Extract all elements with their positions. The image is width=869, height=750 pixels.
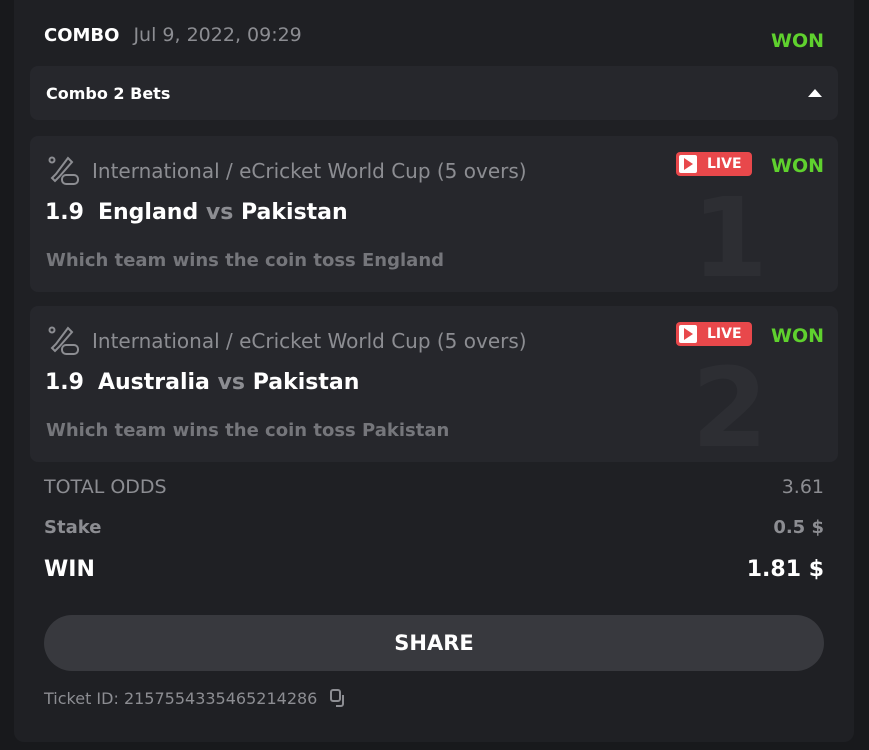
away-team: Pakistan bbox=[252, 370, 360, 395]
play-icon bbox=[679, 155, 697, 173]
match: 1.9 Australia vs Pakistan bbox=[45, 370, 359, 395]
bet-ticket-card: COMBO Jul 9, 2022, 09:29 WON Combo 2 Bet… bbox=[14, 0, 854, 742]
selection: Which team wins the coin toss Pakistan bbox=[46, 420, 450, 441]
win-label: WIN bbox=[44, 557, 95, 582]
chevron-up-icon bbox=[808, 89, 822, 97]
league-name: International / eCricket World Cup (5 ov… bbox=[92, 329, 527, 353]
copy-icon[interactable] bbox=[329, 688, 349, 708]
stake-value: 0.5 $ bbox=[773, 517, 824, 538]
total-odds-label: TOTAL ODDS bbox=[44, 476, 167, 498]
status-badge: WON bbox=[770, 30, 824, 52]
ticket-header: COMBO Jul 9, 2022, 09:29 WON bbox=[44, 20, 824, 52]
total-odds-value: 3.61 bbox=[781, 476, 824, 498]
bet-index: 2 bbox=[691, 344, 768, 462]
bet-status: WON bbox=[770, 155, 824, 177]
live-badge: LIVE bbox=[676, 152, 752, 176]
win-row: WIN 1.81 $ bbox=[44, 557, 824, 582]
ticket-id: Ticket ID: 2157554335465214286 bbox=[44, 688, 349, 708]
bet-date: Jul 9, 2022, 09:29 bbox=[133, 24, 302, 46]
ecricket-icon bbox=[48, 326, 79, 355]
vs: vs bbox=[205, 200, 234, 225]
ecricket-icon bbox=[48, 156, 79, 185]
home-team: England bbox=[97, 200, 199, 225]
bet-type: COMBO bbox=[44, 24, 120, 46]
bet-index: 1 bbox=[691, 174, 768, 292]
selection: Which team wins the coin toss England bbox=[46, 250, 445, 271]
stake-row: Stake 0.5 $ bbox=[44, 517, 824, 538]
odds: 1.9 bbox=[45, 200, 84, 225]
win-value: 1.81 $ bbox=[746, 557, 824, 582]
bet-status: WON bbox=[770, 325, 824, 347]
total-odds-row: TOTAL ODDS 3.61 bbox=[44, 476, 824, 498]
league-name: International / eCricket World Cup (5 ov… bbox=[92, 159, 527, 183]
live-badge: LIVE bbox=[676, 322, 752, 346]
odds: 1.9 bbox=[45, 370, 84, 395]
home-team: Australia bbox=[97, 370, 210, 395]
combo-toggle[interactable]: Combo 2 Bets bbox=[30, 66, 838, 120]
live-label: LIVE bbox=[707, 156, 742, 172]
vs: vs bbox=[217, 370, 246, 395]
away-team: Pakistan bbox=[241, 200, 348, 225]
ticket-id-label: Ticket ID: 2157554335465214286 bbox=[44, 688, 318, 708]
bet-item: 2 International / eCricket World Cup (5 … bbox=[30, 306, 838, 462]
match: 1.9 England vs Pakistan bbox=[45, 200, 348, 225]
share-button[interactable]: SHARE bbox=[44, 615, 824, 671]
combo-label: Combo 2 Bets bbox=[46, 83, 171, 103]
live-label: LIVE bbox=[707, 326, 742, 342]
play-icon bbox=[679, 325, 697, 343]
stake-label: Stake bbox=[44, 517, 102, 538]
bet-item: 1 International / eCricket World Cup (5 … bbox=[30, 136, 838, 292]
